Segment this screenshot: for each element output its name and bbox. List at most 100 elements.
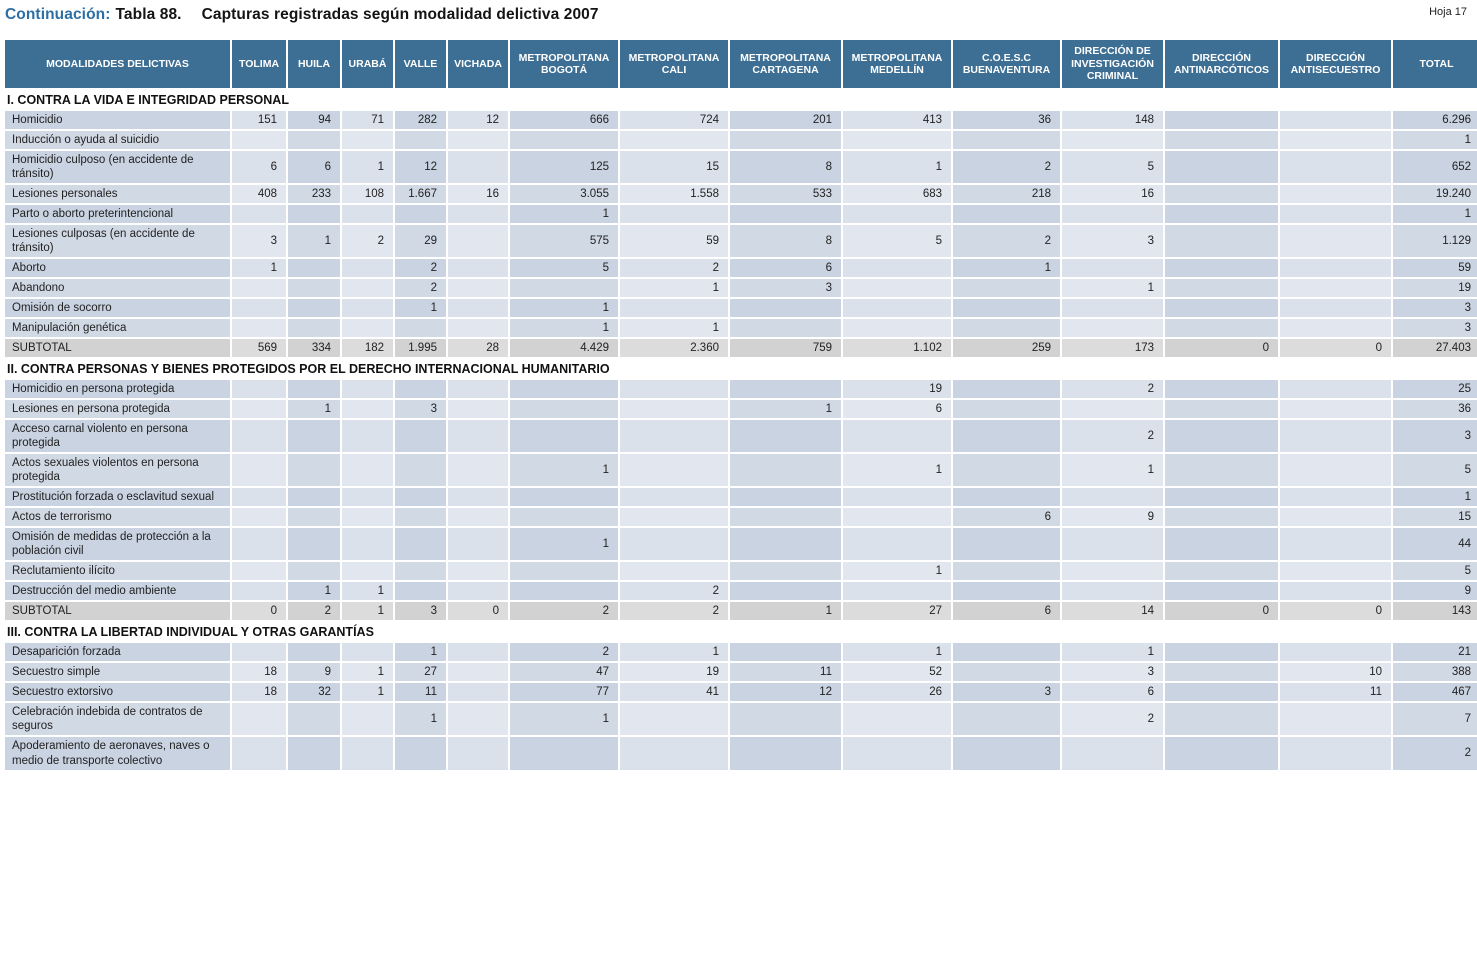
value-cell xyxy=(1165,508,1280,529)
value-cell xyxy=(843,508,953,529)
value-cell: 683 xyxy=(843,185,953,206)
value-cell: 1 xyxy=(395,643,448,664)
value-cell xyxy=(1280,420,1393,455)
value-cell: 36 xyxy=(953,111,1062,132)
value-cell: 59 xyxy=(1393,259,1477,280)
value-cell xyxy=(448,205,510,226)
value-cell xyxy=(288,259,342,280)
value-cell: 569 xyxy=(232,339,288,360)
value-cell xyxy=(448,737,510,772)
section-title: I. CONTRA LA VIDA E INTEGRIDAD PERSONAL xyxy=(5,90,1477,111)
value-cell xyxy=(953,279,1062,300)
column-header: C.O.E.S.C BUENAVENTURA xyxy=(953,40,1062,90)
value-cell: 2 xyxy=(620,602,730,623)
row-label: Acceso carnal violento en persona proteg… xyxy=(5,420,232,455)
value-cell xyxy=(620,420,730,455)
value-cell: 2 xyxy=(288,602,342,623)
value-cell xyxy=(843,299,953,320)
value-cell xyxy=(448,643,510,664)
value-cell: 3 xyxy=(1062,225,1165,260)
value-cell: 413 xyxy=(843,111,953,132)
row-label: Omisión de socorro xyxy=(5,299,232,320)
value-cell xyxy=(1280,205,1393,226)
value-cell xyxy=(953,528,1062,563)
value-cell xyxy=(1165,663,1280,684)
section-title: II. CONTRA PERSONAS Y BIENES PROTEGIDOS … xyxy=(5,359,1477,381)
column-header: VICHADA xyxy=(448,40,510,90)
value-cell xyxy=(953,299,1062,320)
value-cell: 26 xyxy=(843,683,953,704)
value-cell xyxy=(620,737,730,772)
value-cell: 2.360 xyxy=(620,339,730,360)
value-cell: 2 xyxy=(953,225,1062,260)
value-cell: 2 xyxy=(620,582,730,603)
value-cell xyxy=(342,299,395,320)
value-cell: 3 xyxy=(1393,319,1477,340)
value-cell xyxy=(342,562,395,583)
value-cell: 47 xyxy=(510,663,620,684)
column-header: DIRECCIÓN ANTISECUESTRO xyxy=(1280,40,1393,90)
table-body: I. CONTRA LA VIDA E INTEGRIDAD PERSONAL H… xyxy=(5,90,1477,772)
column-header: TOTAL xyxy=(1393,40,1477,90)
value-cell: 2 xyxy=(1062,703,1165,738)
title-bar: Continuación: Tabla 88. Capturas registrad… xyxy=(5,4,1471,40)
table-row: Apoderamiento de aeronaves, naves o medi… xyxy=(5,737,1477,772)
value-cell: 1.102 xyxy=(843,339,953,360)
table-row: Parto o aborto preterintencional 1 1 xyxy=(5,205,1477,226)
value-cell xyxy=(342,508,395,529)
value-cell xyxy=(510,562,620,583)
table-row: Secuestro extorsivo 18 32 1 11 77 41 12 26 3 6 11 46… xyxy=(5,683,1477,704)
value-cell xyxy=(1165,319,1280,340)
value-cell: 9 xyxy=(1393,582,1477,603)
table-header: MODALIDADES DELICTIVAS TOLIMA HUILA URABÁ VA… xyxy=(5,40,1477,90)
row-label: Secuestro simple xyxy=(5,663,232,684)
value-cell: 0 xyxy=(1280,339,1393,360)
value-cell: 2 xyxy=(1062,420,1165,455)
row-label: SUBTOTAL xyxy=(5,602,232,623)
value-cell xyxy=(1280,562,1393,583)
value-cell xyxy=(1062,737,1165,772)
value-cell: 14 xyxy=(1062,602,1165,623)
title-table-number: Tabla 88. xyxy=(115,6,182,23)
value-cell: 575 xyxy=(510,225,620,260)
value-cell: 0 xyxy=(232,602,288,623)
value-cell xyxy=(448,663,510,684)
value-cell: 3 xyxy=(232,225,288,260)
value-cell: 3 xyxy=(395,602,448,623)
value-cell xyxy=(342,259,395,280)
value-cell: 1 xyxy=(288,225,342,260)
value-cell: 1.995 xyxy=(395,339,448,360)
value-cell xyxy=(448,299,510,320)
table-row: Secuestro simple 18 9 1 27 47 19 11 52 3 10 388 xyxy=(5,663,1477,684)
value-cell: 233 xyxy=(288,185,342,206)
value-cell xyxy=(730,454,843,489)
value-cell xyxy=(288,488,342,509)
value-cell xyxy=(1165,279,1280,300)
value-cell xyxy=(953,380,1062,401)
column-header: METROPOLITANA MEDELLÍN xyxy=(843,40,953,90)
value-cell: 1 xyxy=(395,299,448,320)
value-cell xyxy=(448,400,510,421)
value-cell xyxy=(620,528,730,563)
value-cell xyxy=(232,562,288,583)
value-cell: 9 xyxy=(1062,508,1165,529)
value-cell xyxy=(232,131,288,152)
value-cell xyxy=(953,131,1062,152)
row-label: Destrucción del medio ambiente xyxy=(5,582,232,603)
value-cell: 6 xyxy=(953,602,1062,623)
value-cell: 1 xyxy=(510,299,620,320)
value-cell xyxy=(232,582,288,603)
column-header: VALLE xyxy=(395,40,448,90)
table-row: Abandono 2 1 3 1 19 xyxy=(5,279,1477,300)
table-row: Destrucción del medio ambiente 1 1 2 9 xyxy=(5,582,1477,603)
value-cell xyxy=(953,737,1062,772)
value-cell: 282 xyxy=(395,111,448,132)
value-cell xyxy=(953,205,1062,226)
value-cell xyxy=(1165,420,1280,455)
value-cell xyxy=(448,488,510,509)
value-cell: 5 xyxy=(510,259,620,280)
value-cell xyxy=(510,131,620,152)
value-cell: 21 xyxy=(1393,643,1477,664)
value-cell xyxy=(1165,185,1280,206)
table-row: Reclutamiento ilícito 1 5 xyxy=(5,562,1477,583)
